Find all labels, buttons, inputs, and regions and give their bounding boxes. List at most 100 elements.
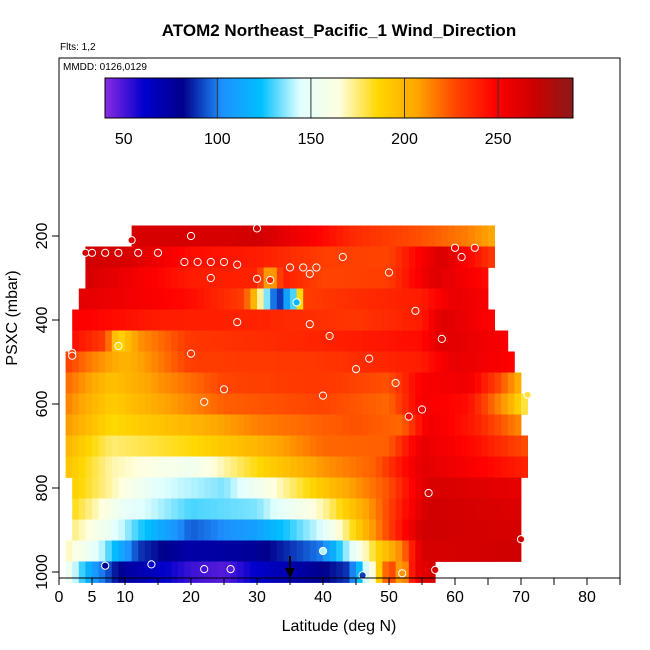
heatmap-cell bbox=[389, 246, 396, 268]
colorbar-cell bbox=[170, 78, 173, 118]
heatmap-cell bbox=[171, 561, 179, 583]
x-tick-label: 0 bbox=[55, 589, 64, 606]
heatmap-cell bbox=[237, 435, 245, 457]
colorbar-cell bbox=[522, 78, 525, 118]
heatmap-cell bbox=[158, 561, 165, 583]
heatmap-cell bbox=[329, 225, 337, 247]
heatmap-cell bbox=[375, 372, 383, 394]
heatmap-cell bbox=[435, 225, 443, 247]
heatmap-cell bbox=[158, 330, 165, 352]
heatmap-cell bbox=[65, 372, 73, 394]
heatmap-cell bbox=[323, 393, 330, 415]
observation-point bbox=[233, 260, 242, 269]
colorbar-cell bbox=[284, 78, 287, 118]
heatmap-cell bbox=[415, 267, 423, 289]
heatmap-cell bbox=[428, 309, 436, 331]
colorbar-cell bbox=[556, 78, 559, 118]
heatmap-cell bbox=[501, 372, 509, 394]
colorbar-cell bbox=[415, 78, 419, 118]
heatmap-cell bbox=[118, 288, 126, 310]
colorbar-cell bbox=[142, 78, 145, 118]
heatmap-cell bbox=[303, 267, 311, 289]
heatmap-cell bbox=[237, 225, 245, 247]
heatmap-cell bbox=[263, 246, 271, 268]
heatmap-cell bbox=[448, 435, 456, 457]
heatmap-cell bbox=[448, 267, 456, 289]
heatmap-cell bbox=[415, 351, 423, 373]
heatmap-cell bbox=[494, 330, 502, 352]
colorbar-cell bbox=[451, 78, 454, 118]
heatmap-cell bbox=[342, 225, 350, 247]
heatmap-cell bbox=[276, 477, 284, 499]
heatmap-cell bbox=[296, 435, 304, 457]
heatmap-cell bbox=[329, 456, 337, 478]
heatmap-cell bbox=[243, 519, 251, 541]
heatmap-cell bbox=[468, 246, 476, 268]
heatmap-cell bbox=[290, 477, 297, 499]
heatmap-cell bbox=[448, 330, 456, 352]
heatmap-cell bbox=[296, 414, 304, 436]
heatmap-cell bbox=[144, 477, 152, 499]
heatmap-cell bbox=[521, 435, 528, 457]
colorbar-cell bbox=[232, 78, 235, 118]
heatmap-cell bbox=[474, 246, 482, 268]
colorbar-cell bbox=[503, 78, 507, 118]
heatmap-cell bbox=[494, 477, 502, 499]
heatmap-cell bbox=[369, 225, 377, 247]
flights-label: Flts: 1,2 bbox=[60, 42, 96, 53]
x-tick-label: 60 bbox=[446, 589, 464, 606]
colorbar-cell bbox=[105, 78, 108, 118]
colorbar-cell bbox=[550, 78, 553, 118]
heatmap-cell bbox=[389, 477, 396, 499]
heatmap-cell bbox=[184, 267, 192, 289]
heatmap-cell bbox=[296, 519, 304, 541]
heatmap-cell bbox=[230, 498, 238, 520]
heatmap-cell bbox=[125, 456, 132, 478]
colorbar-cell bbox=[569, 78, 572, 118]
heatmap-cell bbox=[243, 477, 251, 499]
dates-label: MMDD: 0126,0129 bbox=[63, 62, 147, 73]
colorbar-cell bbox=[310, 78, 314, 118]
heatmap-cell bbox=[164, 267, 172, 289]
colorbar-cell bbox=[509, 78, 512, 118]
heatmap-cell bbox=[204, 456, 212, 478]
heatmap-cell bbox=[217, 435, 225, 457]
heatmap-cell bbox=[144, 246, 152, 268]
heatmap-cell bbox=[184, 372, 192, 394]
heatmap-cell bbox=[164, 351, 172, 373]
heatmap-cell bbox=[171, 435, 179, 457]
heatmap-cell bbox=[151, 498, 159, 520]
heatmap-cell bbox=[316, 477, 324, 499]
heatmap-cell bbox=[514, 540, 522, 562]
heatmap-cell bbox=[151, 393, 159, 415]
observation-point bbox=[186, 231, 196, 241]
heatmap-cell bbox=[270, 414, 278, 436]
heatmap-cell bbox=[92, 498, 99, 520]
heatmap-cell bbox=[197, 267, 205, 289]
heatmap-cell bbox=[303, 435, 311, 457]
heatmap-cell bbox=[65, 456, 73, 478]
colorbar-cell bbox=[260, 78, 263, 118]
heatmap-cell bbox=[217, 519, 225, 541]
heatmap-cell bbox=[263, 561, 271, 583]
heatmap-cell bbox=[329, 372, 337, 394]
heatmap-cell bbox=[237, 519, 245, 541]
heatmap-cell bbox=[85, 246, 93, 268]
heatmap-cell bbox=[448, 351, 456, 373]
heatmap-cell bbox=[455, 288, 462, 310]
heatmap-cell bbox=[230, 330, 238, 352]
colorbar-cell bbox=[299, 78, 302, 118]
heatmap-cell bbox=[474, 267, 482, 289]
heatmap-cell bbox=[243, 414, 251, 436]
heatmap-cell bbox=[257, 435, 264, 457]
heatmap-cell bbox=[329, 519, 337, 541]
heatmap-cell bbox=[309, 435, 317, 457]
heatmap-cell bbox=[204, 288, 212, 310]
heatmap-cell bbox=[342, 309, 350, 331]
heatmap-cell bbox=[78, 288, 86, 310]
heatmap-cell bbox=[283, 498, 291, 520]
heatmap-cell bbox=[230, 372, 238, 394]
colorbar-cell bbox=[552, 78, 555, 118]
y-tick-label: 400 bbox=[34, 307, 51, 334]
heatmap-cell bbox=[342, 330, 350, 352]
